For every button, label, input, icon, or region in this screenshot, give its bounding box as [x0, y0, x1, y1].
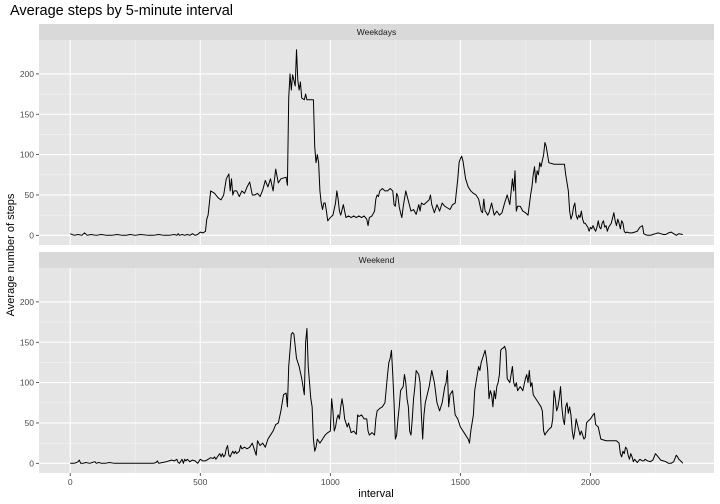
y-tick-label: 150 — [20, 109, 34, 119]
y-tick-label: 100 — [20, 378, 34, 388]
series-line-weekdays — [70, 49, 683, 236]
x-tick-label: 500 — [193, 477, 207, 487]
facet-strip-label: Weekend — [359, 255, 395, 265]
y-tick-label: 150 — [20, 337, 34, 347]
x-tick-label: 2000 — [581, 477, 600, 487]
facet-strip — [39, 24, 714, 40]
panel-weekend: Weekend 0 50 100 150 200 — [20, 252, 714, 473]
panel-background — [39, 40, 714, 245]
facet-strip — [39, 252, 714, 268]
y-tick-label: 200 — [20, 69, 34, 79]
y-tick-label: 100 — [20, 150, 34, 160]
panel-weekdays: Weekdays 0 50 100 150 200 — [20, 24, 714, 245]
x-tick-label: 0 — [68, 477, 73, 487]
panels-group: Weekdays 0 50 100 150 200 Weekend 0 50 100 150 200 — [20, 24, 714, 473]
y-tick-label: 50 — [25, 190, 35, 200]
y-axis-title: Average number of steps — [5, 193, 17, 316]
y-tick-label: 0 — [29, 230, 34, 240]
chart-title: Average steps by 5-minute interval — [10, 3, 233, 19]
y-tick-label: 0 — [29, 458, 34, 468]
y-tick-label: 50 — [25, 418, 35, 428]
x-tick-label: 1000 — [321, 477, 340, 487]
facet-strip-label: Weekdays — [357, 27, 397, 37]
x-axis-title: interval — [358, 488, 393, 500]
y-tick-label: 200 — [20, 297, 34, 307]
panel-background — [39, 268, 714, 473]
series-line-weekend — [70, 328, 684, 464]
x-tick-label: 1500 — [451, 477, 470, 487]
x-axis: 0 500 1000 1500 2000 — [68, 473, 600, 487]
